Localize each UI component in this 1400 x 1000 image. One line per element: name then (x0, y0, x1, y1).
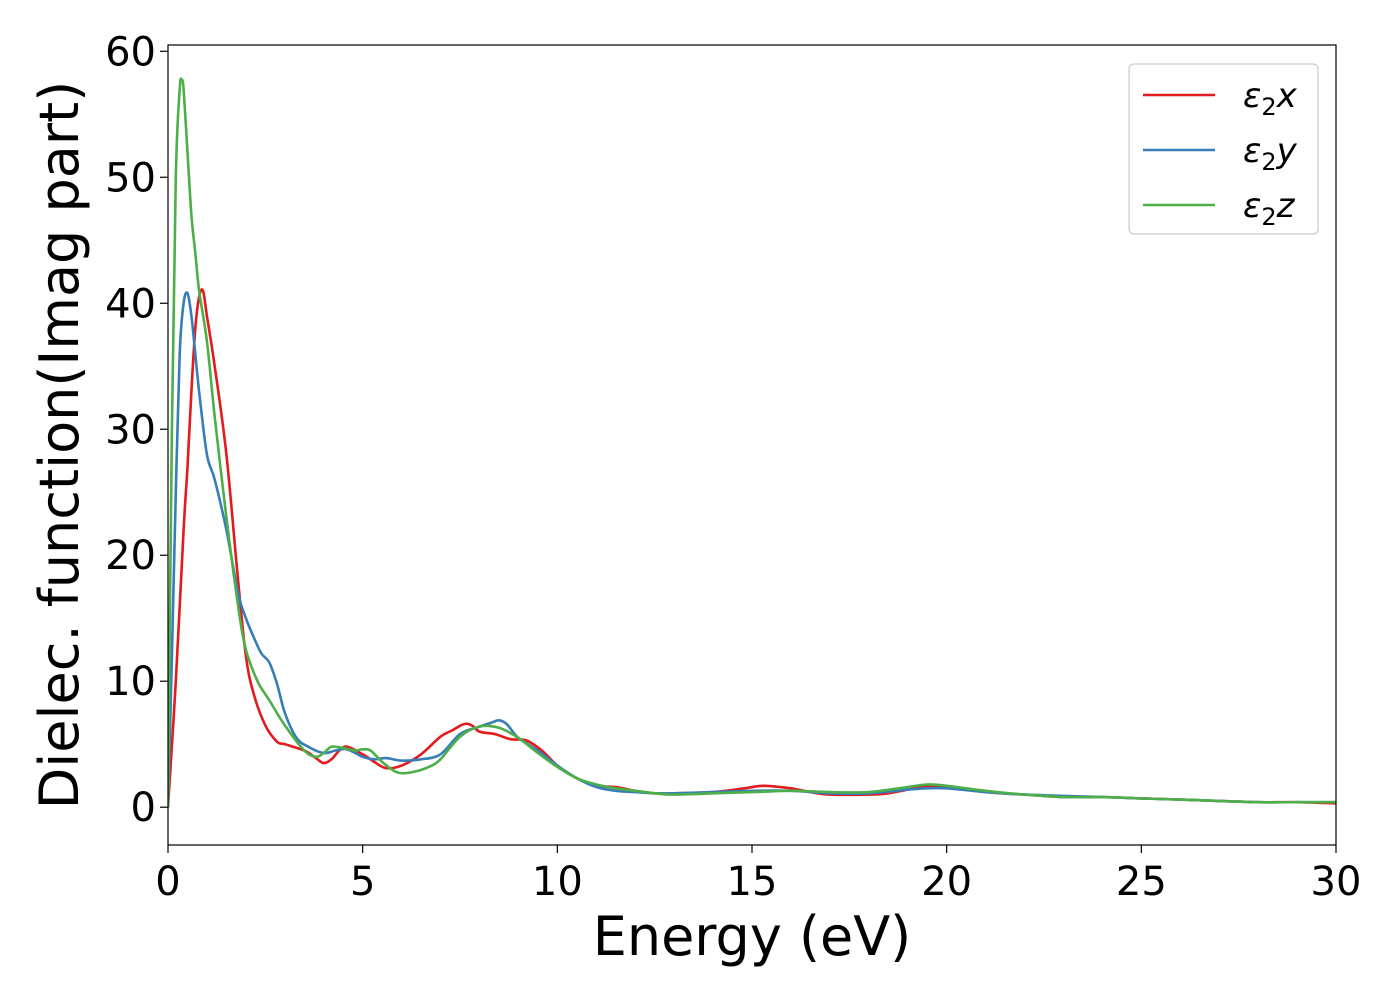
legend-symbol: ε (1243, 186, 1261, 226)
series-line-y (168, 291, 1336, 808)
legend-subscript: 2 (1261, 93, 1276, 121)
legend-label-x: ε2x (1243, 76, 1298, 121)
x-tick-label: 25 (1116, 859, 1167, 905)
y-tick-label: 40 (105, 281, 156, 327)
plot-area (168, 77, 1336, 808)
series-line-z (168, 77, 1336, 808)
x-tick-label: 20 (921, 859, 972, 905)
x-tick-label: 10 (532, 859, 583, 905)
y-axis: 0 10 20 30 40 50 60 (105, 29, 168, 831)
legend-symbol: ε (1243, 131, 1261, 171)
x-tick-label: 30 (1311, 859, 1362, 905)
legend-variable: x (1276, 76, 1298, 116)
legend-subscript: 2 (1261, 203, 1276, 231)
x-tick-label: 0 (155, 859, 180, 905)
y-tick-label: 10 (105, 659, 156, 705)
x-tick-label: 15 (727, 859, 778, 905)
legend-symbol: ε (1243, 76, 1261, 116)
legend-label-y: ε2y (1243, 131, 1298, 176)
y-tick-label: 20 (105, 533, 156, 579)
legend-variable: z (1276, 186, 1296, 226)
legend-subscript: 2 (1261, 148, 1276, 176)
legend-variable: y (1276, 131, 1298, 171)
legend-box (1128, 63, 1319, 235)
legend-label-z: ε2z (1243, 186, 1296, 231)
y-tick-label: 50 (105, 155, 156, 201)
y-tick-label: 0 (131, 785, 156, 831)
x-axis-label: Energy (eV) (593, 905, 912, 968)
y-tick-label: 30 (105, 407, 156, 453)
y-tick-label: 60 (105, 29, 156, 75)
x-axis: 0 5 10 15 20 25 30 (155, 845, 1361, 905)
series-group (168, 77, 1336, 808)
x-tick-label: 5 (350, 859, 375, 905)
y-axis-label: Dielec. function(Imag part) (28, 81, 91, 810)
